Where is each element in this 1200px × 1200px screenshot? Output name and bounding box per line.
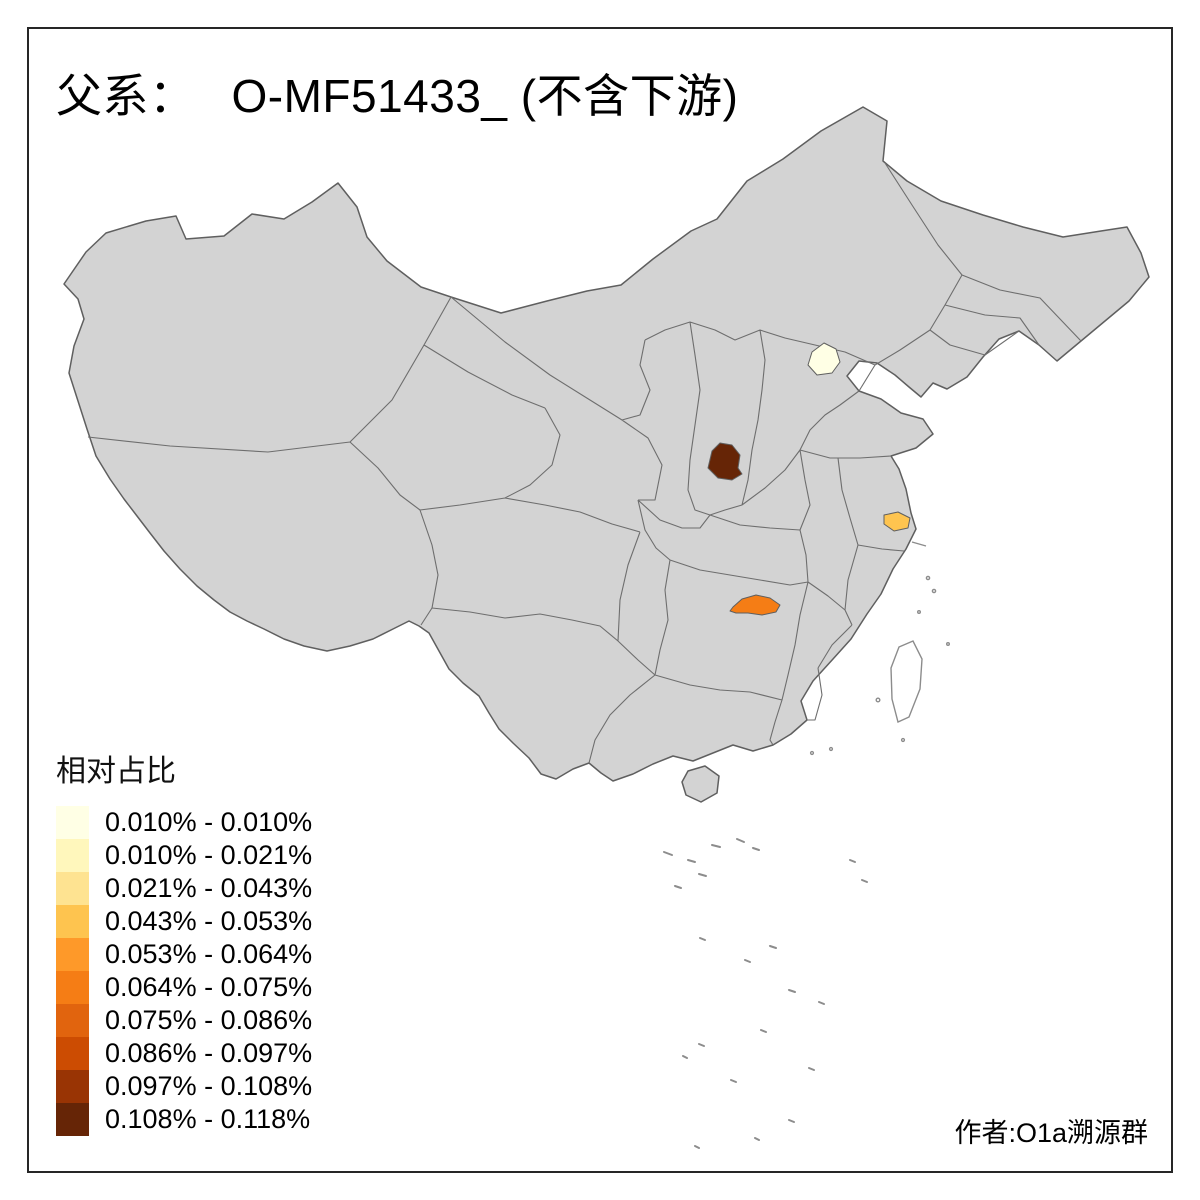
legend-label: 0.108% - 0.118% <box>105 1104 311 1134</box>
legend-swatch <box>56 1037 89 1070</box>
legend-swatch <box>56 1004 89 1037</box>
legend-label: 0.010% - 0.010% <box>105 807 313 837</box>
legend-swatch <box>56 806 89 839</box>
legend-item: 0.064% - 0.075% <box>56 971 312 1004</box>
region-shanghai <box>883 511 911 532</box>
taiwan-island-shape <box>890 640 923 723</box>
legend-swatch <box>56 1070 89 1103</box>
legend-label: 0.053% - 0.064% <box>105 939 313 969</box>
legend-item: 0.075% - 0.086% <box>56 1004 312 1037</box>
legend-label: 0.086% - 0.097% <box>105 1038 313 1068</box>
south-china-sea-islands <box>663 838 868 1149</box>
legend-label: 0.097% - 0.108% <box>105 1071 313 1101</box>
page-title: 父系： O-MF51433_ (不含下游) <box>56 60 738 126</box>
legend-label: 0.075% - 0.086% <box>105 1005 313 1035</box>
legend-label: 0.064% - 0.075% <box>105 972 313 1002</box>
legend-items: 0.010% - 0.010% 0.010% - 0.021% 0.021% -… <box>56 806 312 1136</box>
legend-label: 0.010% - 0.021% <box>105 840 313 870</box>
author-credit: 作者:O1a溯源群 <box>954 1118 1148 1148</box>
legend-title: 相对占比 <box>56 755 176 788</box>
region-beijing <box>807 342 841 376</box>
legend-item: 0.010% - 0.021% <box>56 839 312 872</box>
legend: 相对占比 0.010% - 0.010% 0.010% - 0.021% 0.0… <box>56 746 312 1136</box>
hainan-island-shape <box>681 765 720 803</box>
region-northern-hunan <box>729 594 781 616</box>
title-prefix: 父系： <box>56 70 196 122</box>
legend-swatch <box>56 938 89 971</box>
legend-swatch <box>56 971 89 1004</box>
legend-swatch <box>56 839 89 872</box>
legend-swatch <box>56 905 89 938</box>
legend-label: 0.021% - 0.043% <box>105 873 313 903</box>
legend-item: 0.108% - 0.118% <box>56 1103 312 1136</box>
legend-item: 0.021% - 0.043% <box>56 872 312 905</box>
legend-item: 0.097% - 0.108% <box>56 1070 312 1103</box>
legend-item: 0.053% - 0.064% <box>56 938 312 971</box>
legend-item: 0.010% - 0.010% <box>56 806 312 839</box>
region-central-shanxi <box>707 442 743 481</box>
province-borders <box>87 162 1082 764</box>
legend-item: 0.043% - 0.053% <box>56 905 312 938</box>
legend-swatch <box>56 1103 89 1136</box>
legend-swatch <box>56 872 89 905</box>
legend-label: 0.043% - 0.053% <box>105 906 313 936</box>
coastal-islands <box>809 541 951 756</box>
mainland-china-shape <box>63 106 1150 782</box>
title-haplogroup: O-MF51433_ (不含下游) <box>231 70 739 122</box>
legend-item: 0.086% - 0.097% <box>56 1037 312 1070</box>
